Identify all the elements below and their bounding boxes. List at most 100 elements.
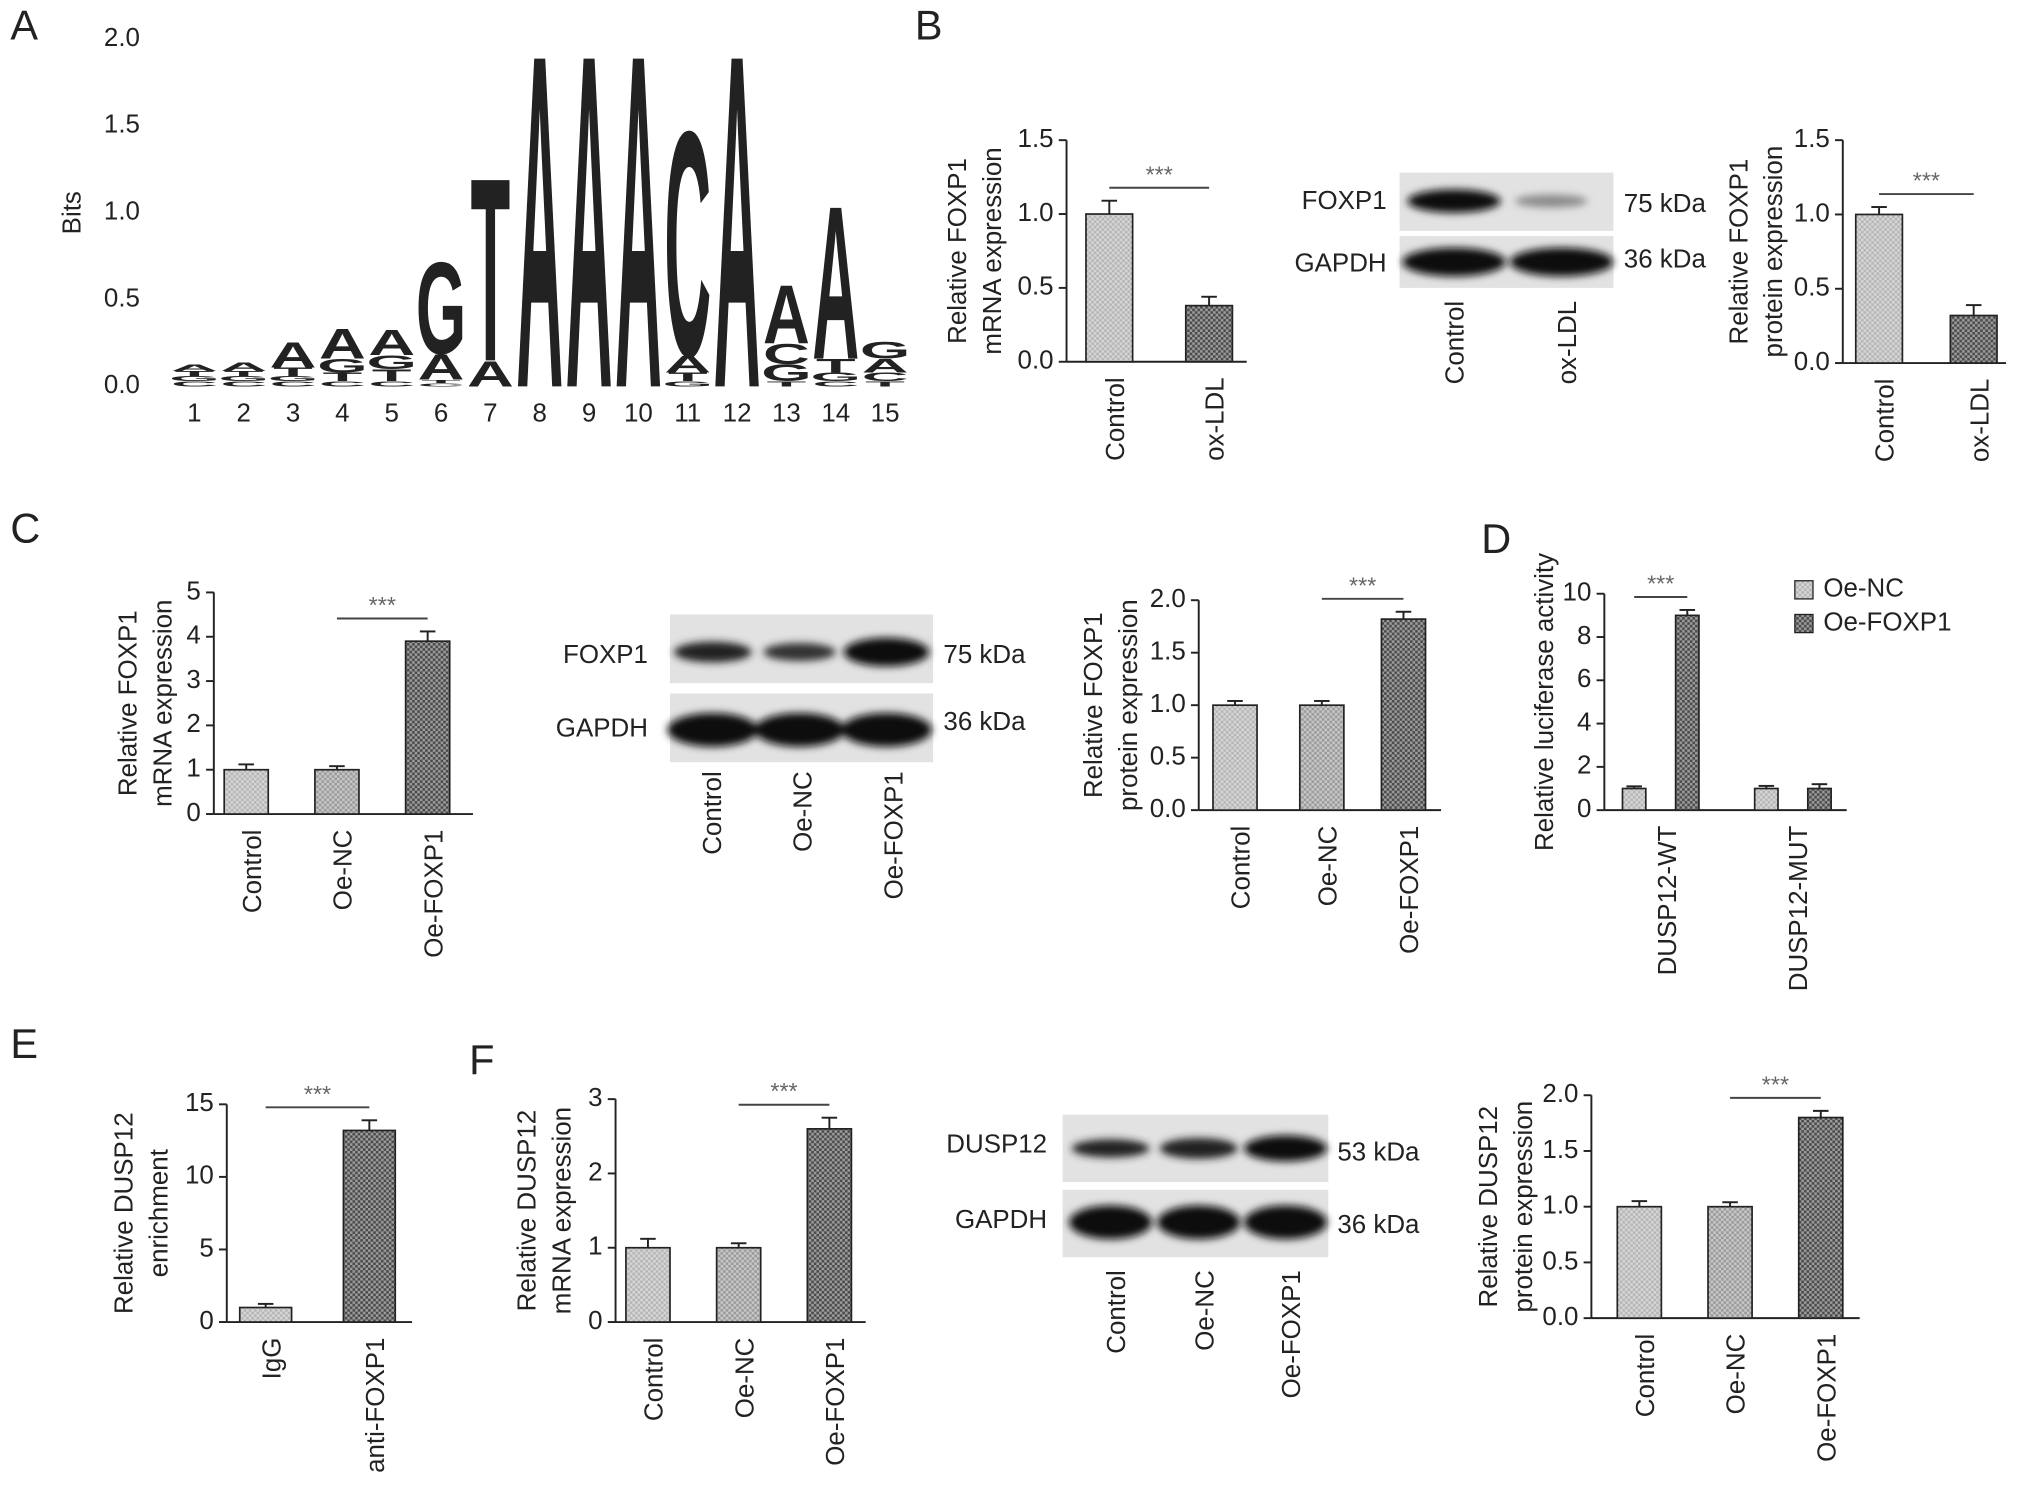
bar — [1674, 614, 1700, 811]
logo-letter: T — [421, 379, 461, 384]
logo-letter: G — [761, 360, 811, 386]
logo-letter: G — [811, 370, 861, 383]
x-tick-label: Oe-NC — [1314, 826, 1342, 907]
legend-swatch — [1794, 580, 1814, 600]
bar — [1298, 704, 1345, 811]
logo-letter: C — [763, 338, 810, 370]
y-axis-label: Relative DUSP12 — [111, 1112, 139, 1314]
logo-letter: A — [516, 0, 563, 489]
x-tick-label: Oe-FOXP1 — [420, 830, 448, 958]
y-axis-label: protein expression — [1115, 599, 1143, 811]
y-tick-label: 10 — [185, 1162, 214, 1190]
bar — [1806, 787, 1832, 811]
logo-letter: A — [467, 355, 514, 395]
x-tick-label: 15 — [871, 400, 900, 428]
x-tick-label: 11 — [674, 400, 701, 428]
y-tick-label: 0.5 — [1794, 274, 1830, 302]
logo-letter: T — [865, 380, 905, 388]
logo-letter: A — [615, 0, 662, 489]
y-tick-label: 2.0 — [1542, 1080, 1578, 1108]
logo-letter: T — [323, 370, 363, 383]
y-tick-label: 0 — [186, 799, 200, 827]
y-tick-label: 1.5 — [1794, 125, 1830, 153]
blot-lane-label: ox-LDL — [1554, 301, 1582, 385]
logo-letter: A — [270, 336, 317, 376]
blot-row-label: GAPDH — [1294, 249, 1386, 277]
logo-letter: A — [664, 352, 711, 378]
blot-lane-label: Oe-NC — [790, 771, 818, 852]
bar — [1085, 213, 1134, 363]
y-tick-label: 2 — [186, 710, 200, 738]
panel-label: F — [469, 1036, 494, 1083]
significance-label: *** — [304, 1081, 331, 1107]
x-tick-label: 13 — [772, 400, 801, 428]
significance-label: *** — [1647, 570, 1674, 596]
x-tick-label: Control — [1872, 379, 1900, 463]
x-tick-label: 14 — [821, 400, 850, 428]
logo-letter: C — [812, 380, 859, 388]
logo-letter: A — [220, 360, 267, 373]
bar — [314, 768, 360, 815]
logo-letter: A — [171, 362, 218, 373]
y-tick-label: 0.0 — [1150, 795, 1186, 823]
y-tick-label: 5 — [186, 577, 200, 605]
bar — [1380, 618, 1427, 811]
bar — [1707, 1205, 1753, 1319]
blot-size-label: 36 kDa — [1337, 1211, 1420, 1239]
x-tick-label: 12 — [723, 400, 752, 428]
blot-band — [1157, 1205, 1241, 1240]
panel-label: A — [10, 2, 38, 49]
x-tick-label: Oe-FOXP1 — [822, 1338, 850, 1466]
blot-size-label: 75 kDa — [1624, 190, 1707, 218]
y-axis-label: Relative FOXP1 — [1725, 159, 1753, 345]
bar — [404, 640, 451, 815]
panel-label: D — [1481, 515, 1511, 562]
y-tick-label: 0 — [588, 1307, 602, 1335]
y-tick-label: 8 — [1577, 622, 1591, 650]
bar — [1621, 787, 1647, 811]
logo-letter: C — [862, 370, 909, 383]
logo-letter: A — [763, 267, 810, 361]
logo-letter: T — [372, 366, 412, 385]
y-axis-label: Relative FOXP1 — [114, 610, 142, 796]
x-tick-label: 1 — [187, 400, 201, 428]
logo-letter: A — [566, 0, 613, 489]
y-tick-label: 15 — [185, 1089, 214, 1117]
bar — [1616, 1205, 1663, 1319]
x-tick-label: 5 — [385, 400, 399, 428]
blot-lane-label: Oe-NC — [1191, 1270, 1219, 1351]
x-tick-label: DUSP12-WT — [1654, 826, 1682, 976]
blot-band — [1402, 247, 1506, 277]
significance-label: *** — [1762, 1071, 1789, 1097]
y-tick-label: 2 — [588, 1158, 602, 1186]
x-tick-label: Oe-NC — [1723, 1334, 1751, 1415]
blot-c — [667, 614, 934, 763]
logo-letter: T — [471, 124, 511, 416]
logo-letter: C — [368, 380, 415, 388]
blot-band — [1514, 194, 1588, 208]
x-tick-label: 8 — [533, 400, 547, 428]
y-tick-label: 1 — [186, 755, 200, 783]
significance-label: *** — [770, 1078, 797, 1104]
logo-letter: T — [767, 380, 807, 388]
y-tick-label: 0.5 — [1542, 1247, 1578, 1275]
x-tick-label: Oe-FOXP1 — [1813, 1334, 1841, 1462]
y-tick-label: 1.0 — [1150, 690, 1186, 718]
y-tick-label: 0 — [199, 1307, 213, 1335]
bar — [1854, 213, 1904, 364]
blot-lane-label: Oe-FOXP1 — [880, 771, 908, 899]
y-tick-label: 10 — [1563, 579, 1592, 607]
x-tick-label: Oe-NC — [330, 830, 358, 911]
logo-letter: G — [169, 375, 219, 383]
blot-band — [1407, 189, 1501, 213]
y-tick-label: 0.5 — [1150, 743, 1186, 771]
x-tick-label: 2 — [237, 400, 251, 428]
x-tick-label: 4 — [335, 400, 349, 428]
logo-letter: G — [860, 338, 910, 364]
x-tick-label: 6 — [434, 400, 448, 428]
y-tick-label: 1.5 — [1018, 125, 1054, 153]
blot-lane-label: Control — [1441, 301, 1469, 385]
x-tick-label: IgG — [258, 1338, 286, 1380]
y-axis-label: mRNA expression — [149, 600, 177, 807]
